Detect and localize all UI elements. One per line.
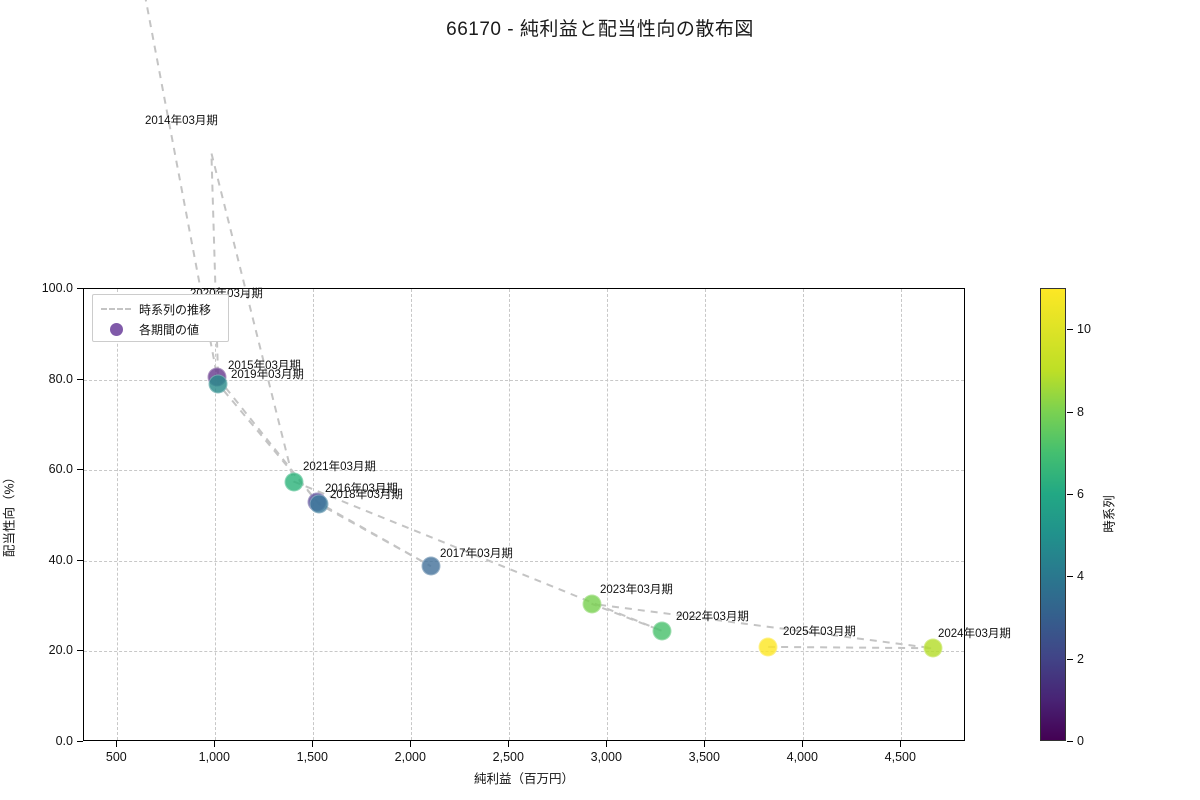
point-label: 2024年03月期 bbox=[938, 628, 1011, 640]
x-tick-mark bbox=[508, 741, 510, 747]
colorbar-tick-label: 10 bbox=[1077, 322, 1091, 337]
x-tick-label: 3,000 bbox=[590, 750, 622, 764]
x-tick-label: 500 bbox=[105, 750, 127, 764]
point-label: 2017年03月期 bbox=[440, 548, 513, 560]
x-tick-label: 1,000 bbox=[198, 750, 230, 764]
y-tick-label: 60.0 bbox=[48, 462, 73, 477]
legend-item-points: 各期間の値 bbox=[99, 319, 222, 339]
point-label: 2021年03月期 bbox=[303, 461, 376, 473]
colorbar-tick-label: 8 bbox=[1077, 404, 1084, 419]
x-tick-mark bbox=[704, 741, 706, 747]
y-tick-mark bbox=[77, 741, 83, 742]
y-axis-label: 配当性向（%） bbox=[2, 470, 17, 558]
point-label: 2014年03月期 bbox=[145, 115, 218, 127]
x-tick-label: 1,500 bbox=[296, 750, 328, 764]
x-tick-label: 4,500 bbox=[884, 750, 916, 764]
x-axis-label: 純利益（百万円） bbox=[473, 772, 575, 786]
x-tick-mark bbox=[606, 741, 608, 747]
gridline-vertical bbox=[509, 289, 511, 740]
colorbar-tick-mark bbox=[1067, 493, 1073, 495]
gridline-horizontal bbox=[84, 560, 964, 562]
circle-marker-icon bbox=[109, 322, 123, 336]
colorbar-tick-mark bbox=[1067, 741, 1073, 742]
y-tick-mark bbox=[77, 650, 83, 652]
x-tick-label: 2,000 bbox=[394, 750, 426, 764]
scatter-point[interactable] bbox=[421, 556, 441, 576]
y-tick-mark bbox=[77, 288, 83, 289]
y-tick-mark bbox=[77, 469, 83, 471]
scatter-point[interactable] bbox=[652, 621, 672, 641]
point-label: 2023年03月期 bbox=[600, 584, 673, 596]
point-label: 2022年03月期 bbox=[676, 611, 749, 623]
x-tick-mark bbox=[900, 741, 902, 747]
gridline-vertical bbox=[901, 289, 903, 740]
gridline-vertical bbox=[313, 289, 315, 740]
plot-inner bbox=[84, 0, 964, 740]
x-tick-mark bbox=[116, 741, 118, 747]
x-tick-mark bbox=[214, 741, 216, 747]
scatter-point[interactable] bbox=[582, 594, 602, 614]
y-tick-label: 40.0 bbox=[48, 552, 73, 567]
colorbar-tick-mark bbox=[1067, 658, 1073, 660]
colorbar-tick-mark bbox=[1067, 411, 1073, 413]
colorbar-tick-mark bbox=[1067, 576, 1073, 578]
colorbar-tick-mark bbox=[1067, 329, 1073, 331]
colorbar-tick-label: 6 bbox=[1077, 486, 1084, 501]
colorbar-tick-label: 4 bbox=[1077, 569, 1084, 584]
x-tick-mark bbox=[312, 741, 314, 747]
point-label: 2025年03月期 bbox=[783, 626, 856, 638]
y-tick-label: 80.0 bbox=[48, 371, 73, 386]
gridline-vertical bbox=[411, 289, 413, 740]
gridline-vertical bbox=[215, 289, 217, 740]
point-label: 2015年03月期 bbox=[228, 360, 301, 372]
legend-label-trend: 時系列の推移 bbox=[139, 302, 212, 317]
legend-label-points: 各期間の値 bbox=[139, 322, 200, 337]
point-label: 2016年03月期 bbox=[325, 483, 398, 495]
x-tick-mark bbox=[802, 741, 804, 747]
y-tick-label: 0.0 bbox=[55, 734, 73, 748]
legend-box: 時系列の推移 各期間の値 bbox=[92, 294, 229, 342]
colorbar-gradient bbox=[1040, 288, 1066, 741]
gridline-vertical bbox=[803, 289, 805, 740]
gridline-vertical bbox=[607, 289, 609, 740]
y-tick-label: 100.0 bbox=[41, 281, 73, 295]
y-tick-mark bbox=[77, 559, 83, 561]
colorbar-tick-label: 2 bbox=[1077, 651, 1084, 666]
scatter-point[interactable] bbox=[309, 494, 329, 514]
legend-item-trend: 時系列の推移 bbox=[99, 299, 222, 319]
gridline-horizontal bbox=[84, 470, 964, 472]
gridline-horizontal bbox=[84, 379, 964, 381]
dashed-line-icon bbox=[101, 308, 131, 310]
gridline-horizontal bbox=[84, 651, 964, 653]
scatter-point[interactable] bbox=[758, 637, 778, 657]
x-tick-label: 4,000 bbox=[786, 750, 818, 764]
y-tick-mark bbox=[77, 378, 83, 380]
plot-area bbox=[83, 0, 965, 741]
scatter-point[interactable] bbox=[923, 638, 943, 658]
gridline-vertical bbox=[705, 289, 707, 740]
point-label: 2018年03月期 bbox=[330, 489, 403, 501]
legend-dot-wrap bbox=[101, 322, 131, 336]
colorbar-title: 時系列 bbox=[1102, 495, 1117, 533]
x-tick-label: 2,500 bbox=[492, 750, 524, 764]
scatter-point[interactable] bbox=[284, 472, 304, 492]
page-title: 66170 - 純利益と配当性向の散布図 bbox=[446, 19, 754, 40]
y-tick-label: 20.0 bbox=[48, 643, 73, 658]
point-label: 2019年03月期 bbox=[231, 369, 304, 381]
gridline-vertical bbox=[117, 289, 119, 740]
x-tick-mark bbox=[410, 741, 412, 747]
x-tick-label: 3,500 bbox=[688, 750, 720, 764]
trend-path bbox=[144, 0, 933, 650]
scatter-point[interactable] bbox=[208, 374, 228, 394]
colorbar-tick-label: 0 bbox=[1077, 734, 1084, 748]
